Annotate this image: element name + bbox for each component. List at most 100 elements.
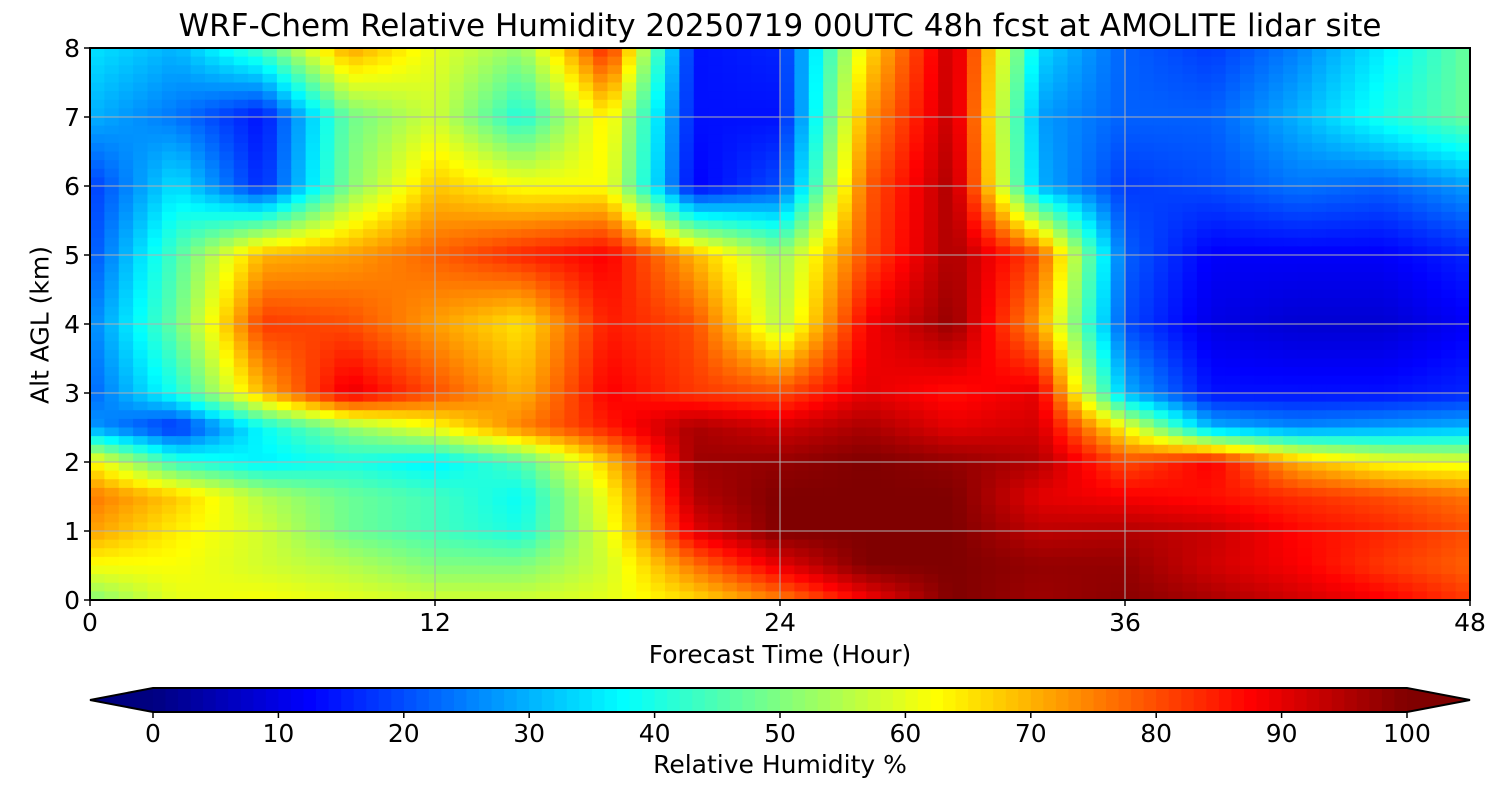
heatmap-cell bbox=[1024, 324, 1040, 334]
heatmap-cell bbox=[1369, 125, 1385, 136]
heatmap-cell bbox=[363, 410, 379, 420]
heatmap-cell bbox=[1383, 91, 1399, 101]
heatmap-cell bbox=[463, 237, 479, 248]
heatmap-cell bbox=[550, 332, 566, 343]
heatmap-cell bbox=[794, 186, 810, 196]
heatmap-cell bbox=[981, 168, 997, 179]
heatmap-cell bbox=[1340, 263, 1356, 274]
heatmap-cell bbox=[636, 117, 652, 127]
heatmap-cell bbox=[492, 479, 508, 489]
heatmap-cell bbox=[1225, 401, 1241, 412]
heatmap-cell bbox=[736, 298, 753, 308]
heatmap-cell bbox=[866, 65, 882, 75]
heatmap-cell bbox=[708, 375, 724, 386]
heatmap-cell bbox=[420, 349, 436, 360]
heatmap-cell bbox=[693, 65, 709, 75]
heatmap-cell bbox=[1153, 470, 1169, 481]
heatmap-cell bbox=[305, 341, 321, 351]
heatmap-cell bbox=[1053, 324, 1069, 334]
heatmap-cell bbox=[808, 168, 824, 179]
heatmap-cell bbox=[1110, 108, 1126, 118]
heatmap-cell bbox=[693, 168, 709, 179]
heatmap-cell bbox=[248, 99, 264, 110]
heatmap-cell bbox=[1240, 160, 1256, 170]
heatmap-cell bbox=[636, 48, 652, 58]
heatmap-cell bbox=[1211, 289, 1227, 299]
heatmap-cell bbox=[1412, 255, 1428, 265]
heatmap-cell bbox=[593, 427, 609, 437]
heatmap-cell bbox=[650, 289, 666, 299]
heatmap-cell bbox=[161, 82, 178, 92]
heatmap-cell bbox=[205, 367, 221, 377]
heatmap-cell bbox=[952, 487, 968, 498]
heatmap-cell bbox=[435, 367, 451, 377]
heatmap-cell bbox=[276, 229, 293, 239]
heatmap-cell bbox=[808, 194, 824, 205]
heatmap-cell bbox=[1211, 237, 1227, 248]
heatmap-cell bbox=[205, 160, 221, 170]
heatmap-cell bbox=[1225, 453, 1241, 463]
heatmap-cell bbox=[823, 410, 839, 420]
heatmap-cell bbox=[104, 229, 120, 239]
heatmap-cell bbox=[147, 48, 163, 58]
heatmap-cell bbox=[1398, 125, 1414, 136]
heatmap-cell bbox=[147, 203, 163, 213]
heatmap-cell bbox=[1240, 65, 1256, 75]
heatmap-cell bbox=[104, 384, 120, 394]
heatmap-cell bbox=[118, 168, 134, 179]
heatmap-cell bbox=[377, 186, 393, 196]
heatmap-cell bbox=[1383, 48, 1399, 58]
heatmap-cell bbox=[1168, 384, 1184, 394]
heatmap-cell bbox=[866, 108, 882, 118]
heatmap-cell bbox=[133, 418, 149, 429]
heatmap-cell bbox=[636, 194, 652, 205]
heatmap-cell bbox=[161, 470, 178, 481]
heatmap-cell bbox=[578, 349, 594, 360]
heatmap-cell bbox=[363, 255, 379, 265]
heatmap-cell bbox=[377, 367, 393, 377]
heatmap-cell bbox=[219, 48, 235, 58]
heatmap-cell bbox=[966, 341, 983, 351]
heatmap-cell bbox=[794, 410, 810, 420]
heatmap-cell bbox=[305, 255, 321, 265]
heatmap-cell bbox=[190, 263, 206, 274]
heatmap-cell bbox=[1383, 160, 1399, 170]
heatmap-cell bbox=[420, 487, 436, 498]
heatmap-cell bbox=[693, 73, 709, 84]
heatmap-cell bbox=[578, 48, 594, 58]
heatmap-cell bbox=[1455, 436, 1470, 446]
heatmap-cell bbox=[1153, 117, 1169, 127]
heatmap-cell bbox=[1412, 306, 1428, 317]
heatmap-cell bbox=[291, 99, 307, 110]
heatmap-cell bbox=[808, 73, 824, 84]
heatmap-cell bbox=[1153, 160, 1169, 170]
heatmap-cell bbox=[233, 237, 249, 248]
heatmap-cell bbox=[693, 410, 709, 420]
heatmap-cell bbox=[1053, 246, 1069, 256]
heatmap-cell bbox=[1110, 194, 1126, 205]
heatmap-cell bbox=[1211, 324, 1227, 334]
heatmap-cell bbox=[751, 436, 767, 446]
heatmap-cell bbox=[1254, 401, 1270, 412]
heatmap-cell bbox=[1110, 82, 1126, 92]
heatmap-cell bbox=[780, 444, 796, 455]
heatmap-cell bbox=[391, 453, 408, 463]
heatmap-cell bbox=[147, 341, 163, 351]
heatmap-cell bbox=[895, 177, 911, 187]
heatmap-cell bbox=[1053, 65, 1069, 75]
heatmap-cell bbox=[693, 82, 709, 92]
heatmap-cell bbox=[205, 444, 221, 455]
heatmap-cell bbox=[780, 401, 796, 412]
heatmap-cell bbox=[837, 324, 853, 334]
heatmap-cell bbox=[650, 142, 666, 153]
heatmap-cell bbox=[736, 444, 753, 455]
heatmap-cell bbox=[1383, 73, 1399, 84]
heatmap-cell bbox=[823, 332, 839, 343]
heatmap-cell bbox=[377, 203, 393, 213]
heatmap-cell bbox=[636, 142, 652, 153]
heatmap-cell bbox=[909, 375, 925, 386]
heatmap-cell bbox=[190, 229, 206, 239]
heatmap-cell bbox=[995, 65, 1011, 75]
heatmap-cell bbox=[1398, 462, 1414, 472]
heatmap-cell bbox=[506, 375, 523, 386]
